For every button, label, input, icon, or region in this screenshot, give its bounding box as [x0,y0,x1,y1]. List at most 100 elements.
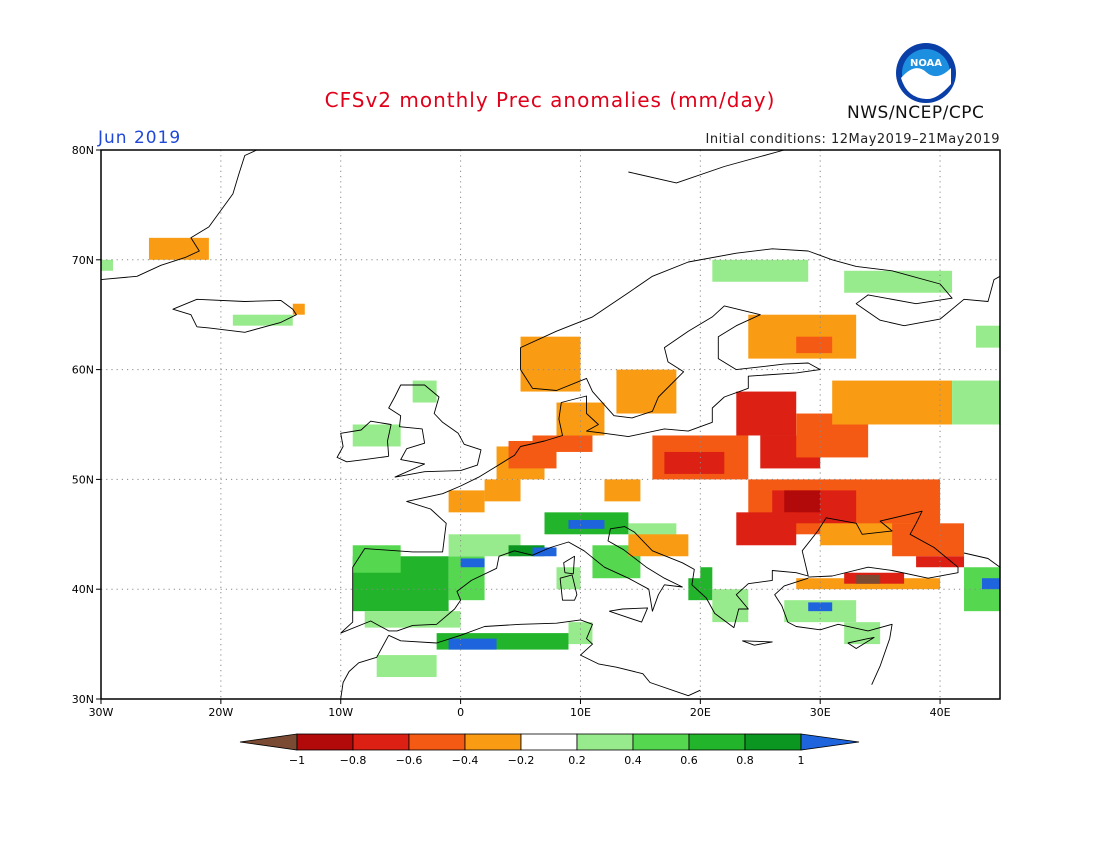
colorbar-label: −0.8 [340,754,367,767]
lat-label-50N: 50N [72,473,94,486]
colorbar-arrow-high [800,733,860,751]
colorbar-label: 0.6 [680,754,698,767]
lon-label-20E: 20E [690,706,711,719]
colorbar-swatch-9 [744,733,802,751]
anomaly-region-57 [292,303,305,315]
initial-conditions: Initial conditions: 12May2019–21May2019 [705,132,1000,147]
colorbar-label: 0.4 [624,754,642,767]
anomaly-region-23 [532,435,593,452]
anomaly-region-29 [664,451,725,474]
anomaly-region-39 [892,523,965,557]
colorbar: −1 −0.8 −0.6 −0.4 −0.2 0.2 0.4 0.6 0.8 1 [239,733,860,767]
anomaly-region-51 [616,369,677,414]
colorbar-label: −1 [289,754,305,767]
anomaly-region-50 [520,336,581,392]
anomaly-region-37 [736,512,797,546]
anomaly-region-7 [448,638,497,650]
colorbar-swatch-4 [464,733,522,751]
colorbar-swatch-7 [632,733,690,751]
noaa-logo-icon: NOAA [896,43,956,103]
anomaly-field [101,237,1000,678]
anomaly-region-11 [532,547,557,557]
anomaly-region-36 [784,490,821,513]
coastline-14 [628,149,785,184]
colorbar-label: 0.2 [568,754,586,767]
colorbar-label: −0.4 [452,754,479,767]
logo-text: NOAA [910,58,942,69]
anomaly-region-60 [352,424,401,447]
anomaly-region-30 [736,391,797,436]
agency-label: NWS/NCEP/CPC [847,103,985,123]
colorbar-label: 0.8 [736,754,754,767]
anomaly-region-59 [101,259,113,271]
anomaly-region-44 [784,600,857,623]
anomaly-region-2 [364,611,461,628]
anomaly-region-33 [832,380,953,425]
coastline-2 [774,577,893,685]
anomaly-region-18 [712,589,749,623]
anomaly-region-52 [712,259,809,282]
anomaly-region-49 [796,336,833,354]
anomaly-region-19 [664,556,701,579]
colorbar-swatch-2 [352,733,410,751]
map-frame [100,149,1001,700]
colorbar-arrow-low [239,733,298,751]
coastline-1 [340,510,959,634]
lon-label-10W: 10W [328,706,353,719]
anomaly-region-56 [232,314,293,326]
anomaly-region-10 [508,545,545,557]
colorbar-swatch-5 [520,733,578,751]
anomaly-region-20 [628,534,689,557]
anomaly-region-5 [376,655,437,678]
forecast-period: Jun 2019 [98,128,182,148]
anomaly-region-13 [568,520,605,529]
anomaly-region-9 [448,534,521,557]
anomaly-region-53 [844,270,953,293]
anomaly-region-26 [484,479,521,502]
coastline-9 [559,574,578,601]
anomaly-region-43 [856,574,881,584]
anomaly-region-54 [952,380,1000,425]
lon-label-10E: 10E [570,706,591,719]
anomaly-region-45 [808,602,833,612]
anomaly-region-4 [460,558,485,568]
coastline-5 [388,384,482,478]
lon-label-30W: 30W [89,706,114,719]
lat-label-40N: 40N [72,583,94,596]
colorbar-swatch-3 [408,733,466,751]
anomaly-region-62 [844,622,881,645]
anomaly-region-27 [604,479,641,502]
lat-label-70N: 70N [72,254,94,267]
lon-label-30E: 30E [810,706,831,719]
coastlines [100,149,1001,700]
lat-label-80N: 80N [72,144,94,157]
lon-label-20W: 20W [208,706,233,719]
colorbar-swatch-6 [576,733,634,751]
lon-label-0: 0 [457,706,464,719]
colorbar-label: −0.2 [508,754,535,767]
coastline-3 [388,619,701,697]
colorbar-swatch-8 [688,733,746,751]
graticule [101,150,1000,699]
lat-label-30N: 30N [72,693,94,706]
coastline-4 [340,635,390,700]
coastline-7 [172,298,297,333]
lon-label-40E: 40E [930,706,951,719]
coastline-10 [563,555,575,575]
coastline-6 [336,420,392,463]
anomaly-region-55 [976,325,1000,348]
chart-title: CFSv2 monthly Prec anomalies (mm/day) [324,88,776,112]
colorbar-label: −0.6 [396,754,423,767]
anomaly-region-24 [556,402,605,436]
coastline-12 [742,640,773,646]
coastline-11 [609,607,649,623]
coastline-13 [847,637,875,649]
anomaly-region-61 [412,380,437,403]
colorbar-label: 1 [798,754,805,767]
anomaly-region-58 [148,237,209,260]
coastline-8 [100,149,257,281]
anomaly-region-25 [448,490,485,513]
coastline-0 [340,248,1001,634]
